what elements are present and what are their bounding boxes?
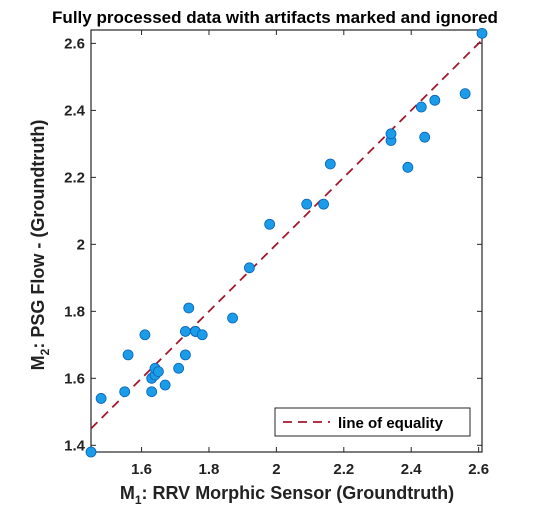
y-tick-label: 1.6 — [64, 370, 85, 387]
data-points — [85, 27, 488, 458]
data-point — [85, 446, 97, 458]
y-tick-label: 2.4 — [64, 102, 86, 119]
y-axis: 1.4 1.6 1.8 2 2.2 2.4 2.6 — [64, 35, 482, 454]
x-tick-label: 2 — [272, 461, 280, 478]
data-point — [183, 302, 195, 314]
data-point — [179, 326, 191, 337]
data-point — [196, 329, 208, 341]
y-tick-label: 2 — [77, 236, 85, 253]
data-point — [385, 128, 397, 140]
x-tick-label: 2.6 — [468, 461, 489, 478]
data-point — [429, 94, 441, 106]
data-point — [476, 27, 488, 39]
data-point — [153, 366, 164, 378]
data-point — [459, 88, 471, 100]
data-point — [119, 386, 131, 398]
legend-box — [274, 407, 471, 437]
data-point — [415, 101, 427, 113]
data-point — [139, 329, 151, 341]
x-tick-label: 1.6 — [131, 461, 152, 478]
data-point — [179, 349, 191, 361]
legend-label: line of equality — [338, 415, 444, 432]
chart-title: Fully processed data with artifacts mark… — [52, 8, 498, 27]
data-point — [301, 198, 313, 210]
y-tick-label: 2.2 — [64, 169, 85, 186]
y-tick-label: 2.6 — [64, 35, 85, 52]
y-tick-label: 1.8 — [64, 303, 85, 320]
x-axis-label: M1: RRV Morphic Sensor (Groundtruth) — [120, 483, 454, 507]
data-point — [173, 362, 185, 374]
y-tick-label: 1.4 — [64, 437, 86, 454]
data-point — [146, 386, 158, 398]
plot-area — [90, 29, 483, 453]
data-point — [318, 198, 329, 210]
data-point — [264, 218, 276, 230]
data-point — [419, 131, 431, 143]
data-point — [402, 161, 414, 173]
x-tick-label: 1.8 — [199, 461, 220, 478]
legend: line of equality — [274, 407, 471, 437]
x-tick-label: 2.4 — [401, 461, 423, 478]
data-point — [244, 262, 255, 274]
data-point — [159, 379, 171, 391]
data-point — [324, 158, 336, 170]
data-point — [227, 312, 238, 324]
data-point — [95, 393, 107, 404]
x-tick-label: 2.2 — [333, 461, 354, 478]
y-axis-label: M2: PSG Flow - (Groundtruth) — [28, 120, 52, 371]
data-point — [122, 349, 134, 361]
